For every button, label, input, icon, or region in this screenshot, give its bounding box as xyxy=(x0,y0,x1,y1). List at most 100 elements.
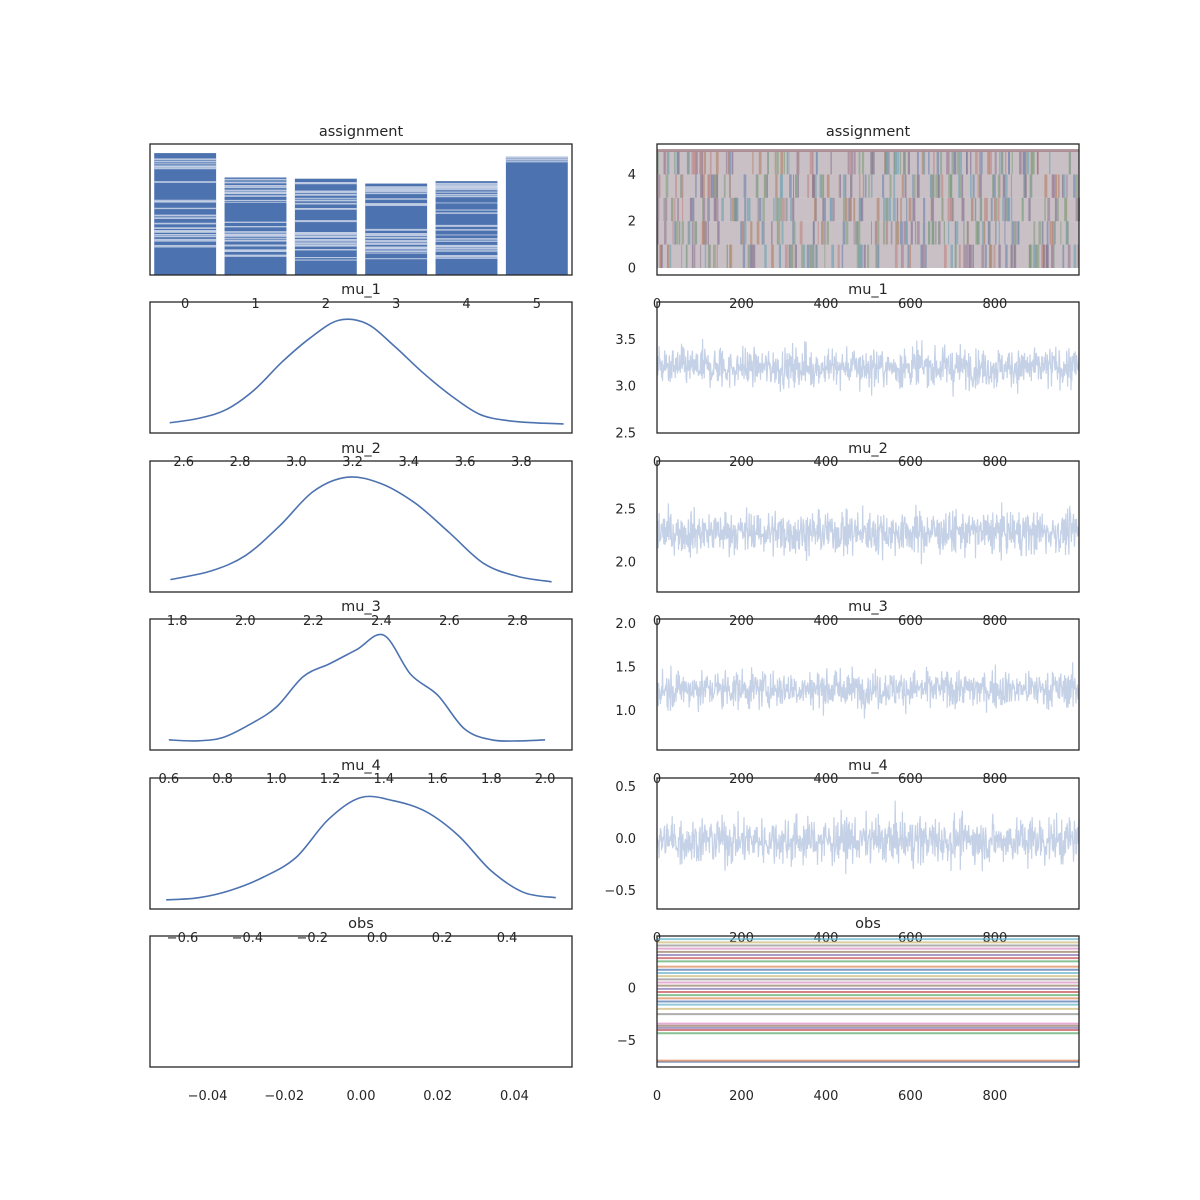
x-tick-label: 200 xyxy=(729,772,754,787)
x-tick-label: 600 xyxy=(898,614,923,629)
x-tick-label: 0.00 xyxy=(347,1089,376,1104)
x-tick-label: 400 xyxy=(814,1089,839,1104)
x-tick-label: 2.8 xyxy=(230,455,251,470)
x-tick-label: 1.6 xyxy=(427,772,448,787)
axes-frame-2 xyxy=(149,301,573,434)
x-tick-label: 2 xyxy=(322,297,330,312)
panel-title: mu_2 xyxy=(341,441,381,457)
x-tick-label: 600 xyxy=(898,455,923,470)
y-tick-label: 0.5 xyxy=(615,780,636,795)
axes-frame-9 xyxy=(656,777,1080,910)
x-tick-label: 200 xyxy=(729,1089,754,1104)
y-tick-label: 3.5 xyxy=(615,333,636,348)
x-tick-label: 3.4 xyxy=(398,455,419,470)
x-tick-label: 400 xyxy=(814,455,839,470)
x-tick-label: 0 xyxy=(181,297,189,312)
x-tick-label: 2.2 xyxy=(303,614,324,629)
kde-density-curve xyxy=(168,633,546,742)
mcmc-trace-line xyxy=(656,662,1080,719)
x-tick-label: 600 xyxy=(898,772,923,787)
panel-mu_3-kde: 0.6 0.8 1.0 1.2 1.4 1.6 1.8 2.0 mu_3 xyxy=(149,599,573,787)
x-tick-label: −0.4 xyxy=(232,931,264,946)
x-tick-label: 200 xyxy=(729,614,754,629)
x-tick-label: 2.6 xyxy=(173,455,194,470)
x-tick-label: 800 xyxy=(983,297,1008,312)
x-tick-label: 1.2 xyxy=(320,772,341,787)
y-tick-label: 0 xyxy=(628,261,636,276)
x-tick-label: 0.0 xyxy=(367,931,388,946)
x-tick-label: 200 xyxy=(729,297,754,312)
axes-frame-6 xyxy=(149,618,573,751)
x-tick-label: −0.02 xyxy=(264,1089,304,1104)
y-tick-label: 3.0 xyxy=(615,380,636,395)
panel-title: mu_3 xyxy=(341,599,381,615)
panel-title: mu_1 xyxy=(848,282,888,298)
kde-density-curve xyxy=(170,476,552,583)
x-tick-label: 0 xyxy=(653,1089,661,1104)
axes-frame-8 xyxy=(149,777,573,910)
x-tick-label: 800 xyxy=(983,772,1008,787)
x-tick-label: 600 xyxy=(898,297,923,312)
mcmc-trace-line xyxy=(656,338,1080,397)
axes-frame-11 xyxy=(656,935,1080,1068)
y-tick-label: 2 xyxy=(628,215,636,230)
x-tick-label: 400 xyxy=(814,297,839,312)
x-tick-label: 1.8 xyxy=(167,614,188,629)
x-tick-label: −0.6 xyxy=(167,931,199,946)
x-tick-label: 2.0 xyxy=(535,772,556,787)
y-tick-label: 0 xyxy=(628,981,636,996)
x-tick-label: 400 xyxy=(814,772,839,787)
y-tick-label: 2.0 xyxy=(615,617,636,632)
axes-frame-10 xyxy=(149,935,573,1068)
panel-title: obs xyxy=(348,916,374,932)
axes-frame-0 xyxy=(149,143,573,276)
histogram-bar xyxy=(154,153,217,275)
mcmc-trace-line xyxy=(656,502,1080,565)
x-tick-label: 400 xyxy=(814,614,839,629)
x-tick-label: 800 xyxy=(983,1089,1008,1104)
panel-title: assignment xyxy=(826,124,911,140)
x-tick-label: 2.6 xyxy=(439,614,460,629)
axes-frame-7 xyxy=(656,618,1080,751)
x-tick-label: 0.2 xyxy=(432,931,453,946)
x-tick-label: 2.0 xyxy=(235,614,256,629)
trace-top-level xyxy=(657,149,1079,153)
x-tick-label: 0.6 xyxy=(158,772,179,787)
axes-frame-4 xyxy=(149,460,573,593)
x-tick-label: 800 xyxy=(983,614,1008,629)
kde-density-curve xyxy=(169,318,564,425)
panel-title: mu_4 xyxy=(341,758,381,774)
x-tick-label: −0.04 xyxy=(188,1089,228,1104)
x-tick-label: 0.04 xyxy=(500,1089,529,1104)
x-tick-label: 3.0 xyxy=(286,455,307,470)
y-tick-label: 2.5 xyxy=(615,427,636,442)
panel-assignment-hist: 0 1 2 3 4 5 assignment xyxy=(149,124,573,312)
x-tick-label: 3.6 xyxy=(455,455,476,470)
x-tick-label: 2.4 xyxy=(371,614,392,629)
panel-title: assignment xyxy=(319,124,404,140)
y-tick-label: −5 xyxy=(617,1034,636,1049)
axes-frame-5 xyxy=(656,460,1080,593)
histogram-bar xyxy=(505,156,568,275)
x-tick-label: 4 xyxy=(462,297,470,312)
y-tick-label: 4 xyxy=(628,168,636,183)
panel-title: obs xyxy=(855,916,881,932)
x-tick-label: 5 xyxy=(533,297,541,312)
trace-level-band xyxy=(657,151,1079,175)
x-tick-label: 0.8 xyxy=(212,772,233,787)
y-tick-label: 1.5 xyxy=(615,661,636,676)
y-tick-label: 1.0 xyxy=(615,704,636,719)
x-tick-label: 0.4 xyxy=(497,931,518,946)
x-tick-label: 800 xyxy=(983,455,1008,470)
mcmc-trace-line xyxy=(656,800,1080,875)
x-tick-label: 2.8 xyxy=(507,614,528,629)
kde-density-curve xyxy=(166,795,556,901)
x-tick-label: 600 xyxy=(898,1089,923,1104)
histogram-bar xyxy=(435,181,498,275)
panel-title: mu_3 xyxy=(848,599,888,615)
panel-title: mu_2 xyxy=(848,441,888,457)
